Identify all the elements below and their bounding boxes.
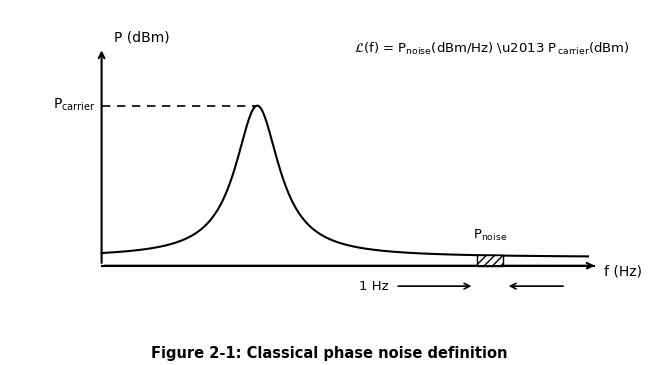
Text: f (Hz): f (Hz) — [604, 265, 642, 279]
Text: P$_\mathregular{carrier}$: P$_\mathregular{carrier}$ — [53, 97, 95, 113]
Text: P$_\mathregular{noise}$: P$_\mathregular{noise}$ — [473, 228, 507, 243]
Text: $\mathcal{L}$(f) = P$_\mathregular{noise}$(dBm/Hz) \u2013 P$_\mathregular{\,carr: $\mathcal{L}$(f) = P$_\mathregular{noise… — [354, 41, 630, 57]
Bar — [478, 255, 503, 266]
Text: P (dBm): P (dBm) — [114, 30, 170, 45]
Text: Figure 2-1: Classical phase noise definition: Figure 2-1: Classical phase noise defini… — [151, 346, 507, 361]
Text: 1 Hz: 1 Hz — [359, 280, 389, 293]
